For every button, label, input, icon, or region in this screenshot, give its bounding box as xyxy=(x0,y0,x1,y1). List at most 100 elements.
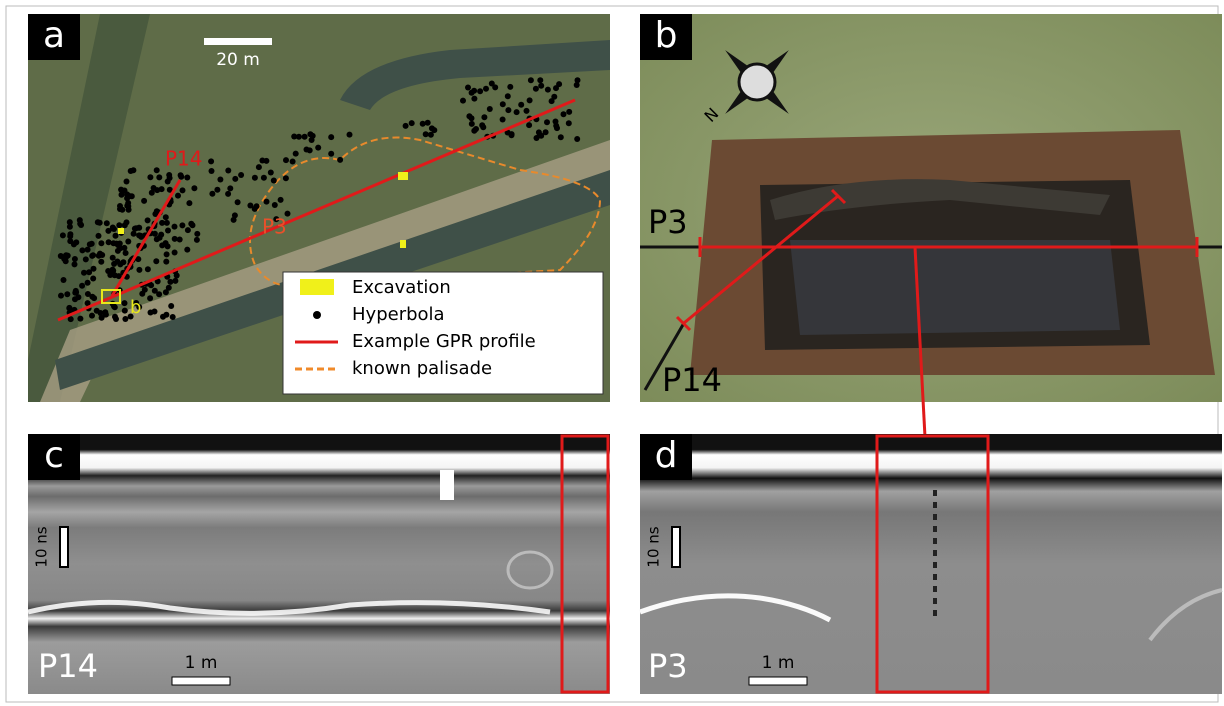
hyperbola-dot xyxy=(328,151,334,157)
hyperbola-dot xyxy=(556,81,562,87)
hyperbola-dot xyxy=(252,206,258,212)
hyperbola-dot xyxy=(420,121,426,127)
hyperbola-dot xyxy=(409,120,415,126)
hyperbola-dot xyxy=(477,88,483,94)
hyperbola-dot xyxy=(167,279,173,285)
profile-label: P3 xyxy=(262,215,287,239)
hyperbola-dot xyxy=(110,226,116,232)
hyperbola-dot xyxy=(141,198,147,204)
hyperbola-dot xyxy=(112,272,118,278)
hyperbola-dot xyxy=(102,309,108,315)
hyperbola-dot xyxy=(232,212,238,218)
hyperbola-dot xyxy=(473,126,479,132)
legend-label: Excavation xyxy=(352,277,451,298)
panel-label: a xyxy=(43,15,65,56)
profile-label: P14 xyxy=(662,361,722,399)
hyperbola-dot xyxy=(190,222,196,228)
hyperbola-dot xyxy=(315,145,321,151)
profile-label: P14 xyxy=(38,647,98,685)
hyperbola-dot xyxy=(469,121,475,127)
hyperbola-dot xyxy=(63,252,69,258)
hyperbola-dot xyxy=(67,224,73,230)
hyperbola-dot xyxy=(293,151,299,157)
hyperbola-dot xyxy=(104,220,110,226)
hyperbola-dot xyxy=(117,261,123,267)
legend-label: known palisade xyxy=(352,358,492,379)
excavation-marker: b xyxy=(130,297,141,318)
hyperbola-dot xyxy=(163,259,169,265)
panel-a: b P14 P3 20 m a Excavation Hyperbola Exa… xyxy=(28,14,610,402)
hyperbola-dot xyxy=(209,191,215,197)
hyperbola-dot xyxy=(235,199,241,205)
hyperbola-dot xyxy=(61,277,67,283)
hyperbola-dot xyxy=(549,98,555,104)
hyperbola-dot xyxy=(500,117,506,123)
hyperbola-dot xyxy=(122,308,128,314)
hyperbola-dot xyxy=(67,238,73,244)
hyperbola-dot xyxy=(217,177,223,183)
hyperbola-dot xyxy=(425,120,431,126)
hyperbola-dot xyxy=(166,172,172,178)
hyperbola-dot xyxy=(460,98,466,104)
hyperbola-dot xyxy=(186,200,192,206)
hyperbola-dot xyxy=(307,147,313,153)
scale-bar-label: 20 m xyxy=(216,50,260,70)
hyperbola-dot xyxy=(159,186,165,192)
hyperbola-dot xyxy=(165,228,171,234)
hyperbola-dot xyxy=(178,174,184,180)
hyperbola-dot xyxy=(147,174,153,180)
hyperbola-dot xyxy=(72,261,78,267)
hyperbola-dot xyxy=(518,102,524,108)
hyperbola-dot xyxy=(527,97,533,103)
hyperbola-dot xyxy=(209,168,215,174)
hyperbola-dot xyxy=(131,231,137,237)
hyperbola-dot xyxy=(145,217,151,223)
hyperbola-dot xyxy=(514,109,520,115)
hyperbola-dot xyxy=(148,310,154,316)
hyperbola-dot xyxy=(97,251,103,257)
panel-label: d xyxy=(655,435,678,476)
hyperbola-dot xyxy=(566,109,572,115)
hyperbola-dot xyxy=(263,158,269,164)
hyperbola-dot xyxy=(545,87,551,93)
hyperbola-dot xyxy=(85,280,91,286)
hyperbola-dot xyxy=(79,283,85,289)
hyperbola-dot xyxy=(469,115,475,121)
hyperbola-dot xyxy=(429,125,435,131)
panel-label: b xyxy=(655,15,678,56)
hyperbola-dot xyxy=(58,293,64,299)
hyperbola-dot xyxy=(85,247,91,253)
hyperbola-dot xyxy=(123,250,129,256)
hyperbola-dot xyxy=(271,178,277,184)
hyperbola-dot xyxy=(154,236,160,242)
hyperbola-dot xyxy=(483,86,489,92)
legend-label: Example GPR profile xyxy=(352,331,536,352)
hyperbola-dot xyxy=(77,316,83,322)
hyperbola-dot xyxy=(72,296,78,302)
hyperbola-dot xyxy=(194,237,200,243)
hyperbola-dot xyxy=(471,96,477,102)
hyperbola-dot xyxy=(124,179,130,185)
hyperbola-dot xyxy=(505,107,511,113)
hyperbola-dot xyxy=(328,134,334,140)
hyperbola-dot xyxy=(347,132,353,138)
hyperbola-dot xyxy=(423,131,429,137)
hyperbola-dot xyxy=(89,313,95,319)
hyperbola-dot xyxy=(214,187,220,193)
hyperbola-dot xyxy=(128,168,134,174)
hyperbola-dot xyxy=(291,134,297,140)
hyperbola-dot xyxy=(194,231,200,237)
scale-bar-label: 1 m xyxy=(185,653,218,673)
hyperbola-dot xyxy=(105,268,111,274)
hyperbola-dot xyxy=(125,239,131,245)
hyperbola-dot xyxy=(302,134,308,140)
hyperbola-dot xyxy=(147,295,153,301)
hyperbola-dot xyxy=(553,119,559,125)
hyperbola-dot xyxy=(136,225,142,231)
panel-c: 10 ns P14 1 m c xyxy=(28,434,610,694)
hyperbola-dot xyxy=(99,315,105,321)
hyperbola-dot xyxy=(165,179,171,185)
hyperbola-dot xyxy=(238,172,244,178)
hyperbola-dot xyxy=(85,291,91,297)
hyperbola-dot xyxy=(97,220,103,226)
